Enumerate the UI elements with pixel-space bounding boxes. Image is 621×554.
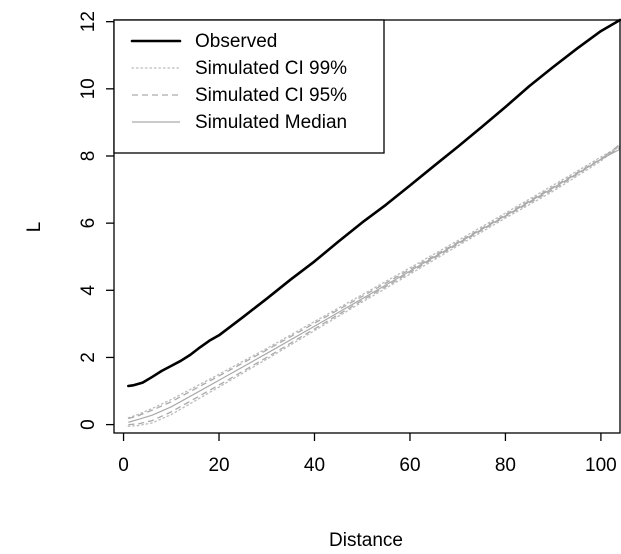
legend-label: Simulated CI 99% — [195, 58, 347, 79]
y-tick-label: 8 — [78, 151, 99, 162]
legend: Observed Simulated CI 99% Simulated CI 95%… — [113, 19, 385, 154]
series-line-simulated-ci-99--1 — [127, 145, 621, 419]
legend-label: Simulated Median — [195, 112, 347, 133]
series-line-simulated-ci-95--3 — [128, 147, 621, 420]
x-tick-label: 80 — [495, 455, 516, 476]
series-line-observed-0 — [127, 18, 621, 388]
legend-label: Observed — [195, 31, 277, 52]
y-tick-label: 0 — [78, 419, 99, 430]
x-tick-label: 0 — [118, 455, 129, 476]
x-tick-label: 20 — [208, 455, 229, 476]
series-line-simulated-ci-99--2 — [127, 145, 621, 427]
x-axis-title: Distance — [329, 530, 403, 551]
y-tick-label: 12 — [78, 11, 99, 32]
x-tick-label: 60 — [399, 455, 420, 476]
y-tick-label: 6 — [78, 218, 99, 229]
x-axis: 0 20 40 60 80 100 — [118, 433, 617, 476]
legend-label: Simulated CI 95% — [195, 85, 347, 106]
series-layer — [127, 18, 621, 427]
y-tick-label: 2 — [78, 352, 99, 363]
y-tick-label: 10 — [78, 78, 99, 99]
y-axis-title: L — [24, 222, 45, 233]
x-tick-label: 100 — [585, 455, 617, 476]
y-axis: 0 2 4 6 8 10 12 — [78, 11, 114, 430]
y-tick-label: 4 — [78, 285, 99, 296]
series-line-simulated-median-5 — [128, 148, 621, 423]
x-tick-label: 40 — [304, 455, 325, 476]
